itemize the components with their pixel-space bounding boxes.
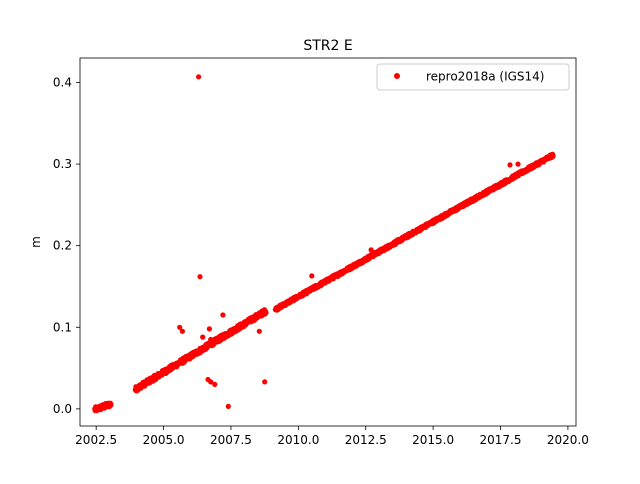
legend-marker — [394, 73, 400, 79]
x-tick-label: 2007.5 — [210, 433, 252, 447]
y-axis-label: m — [29, 236, 43, 248]
legend: repro2018a (IGS14) — [376, 63, 570, 91]
data-point — [550, 153, 556, 159]
data-point — [108, 401, 114, 408]
y-tick-label: 0.4 — [53, 75, 72, 89]
outlier-point — [256, 328, 262, 334]
outlier-point — [225, 403, 231, 409]
y-tick-label: 0.2 — [53, 239, 72, 253]
outlier-point — [177, 324, 183, 330]
outlier-point — [309, 273, 315, 279]
x-tick-label: 2017.5 — [480, 433, 522, 447]
outlier-point — [262, 379, 268, 385]
y-tick-label: 0.0 — [53, 402, 72, 416]
data-points — [92, 74, 556, 414]
outlier-point — [507, 162, 513, 168]
x-tick-label: 2020.0 — [547, 433, 589, 447]
x-tick-label: 2015.0 — [412, 433, 454, 447]
legend-box — [376, 63, 570, 91]
data-point — [263, 310, 269, 316]
y-tick-label: 0.1 — [53, 320, 72, 334]
outlier-point — [179, 328, 185, 334]
outlier-point — [200, 334, 206, 340]
outlier-point — [368, 247, 374, 253]
outlier-point — [206, 326, 212, 332]
outlier-point — [220, 312, 226, 318]
outlier-point — [208, 336, 214, 343]
outlier-point — [208, 379, 214, 385]
outlier-point — [197, 274, 203, 280]
outlier-point — [515, 161, 521, 167]
chart-title: STR2 E — [303, 38, 352, 54]
x-tick-label: 2002.5 — [75, 433, 117, 447]
outlier-point — [196, 74, 202, 80]
x-tick-label: 2005.0 — [143, 433, 185, 447]
plot-frame — [79, 57, 577, 427]
x-tick-label: 2012.5 — [345, 433, 387, 447]
outlier-point — [212, 381, 218, 387]
x-tick-label: 2010.0 — [277, 433, 319, 447]
y-tick-label: 0.3 — [53, 157, 72, 171]
axes: 2002.5 2005.0 2007.5 2010.0 2012.5 2015.0 2017… — [53, 57, 589, 447]
legend-label: repro2018a (IGS14) — [426, 70, 544, 84]
